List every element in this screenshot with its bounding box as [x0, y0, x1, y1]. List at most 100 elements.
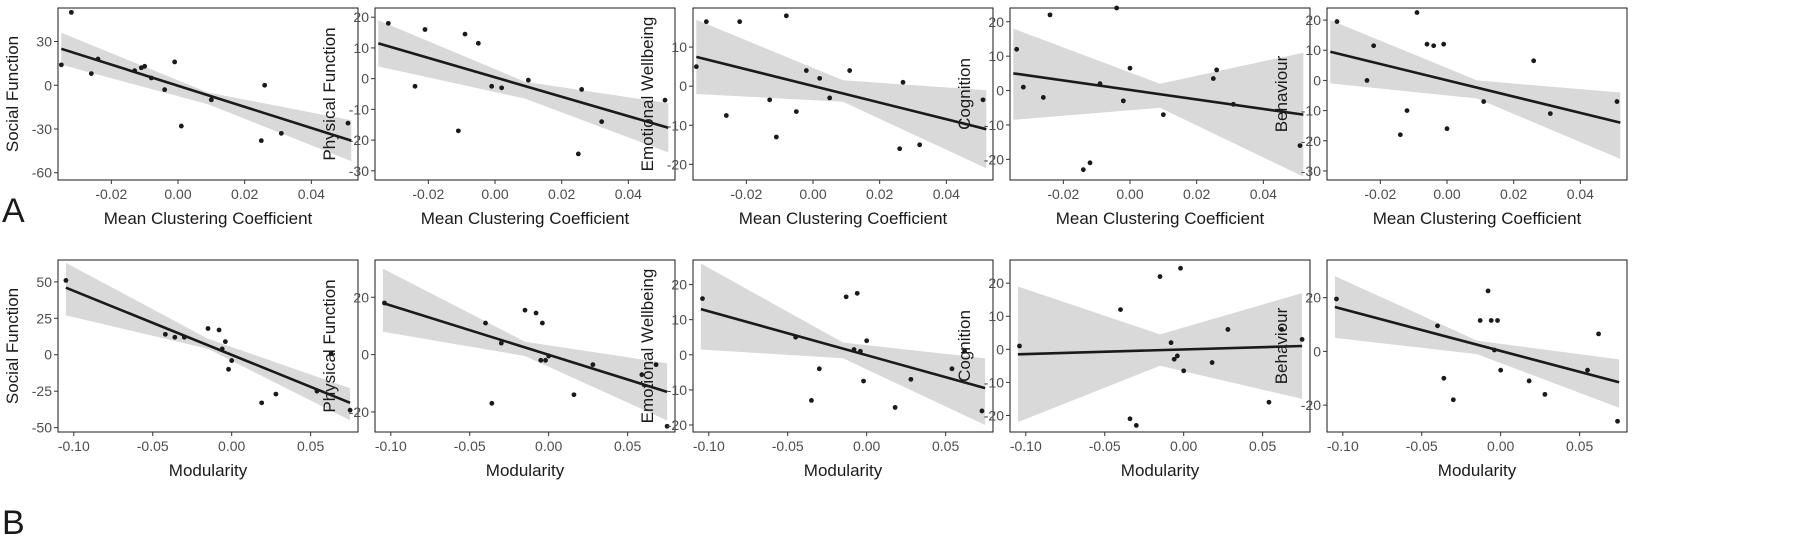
data-point	[599, 119, 605, 125]
plot-border	[57, 259, 359, 433]
data-point	[908, 376, 914, 382]
regression-line	[700, 307, 986, 390]
data-point	[489, 83, 495, 89]
data-point	[181, 334, 187, 340]
panel-label-a: A	[2, 192, 25, 230]
data-point	[827, 95, 833, 101]
y-tick-label: -20	[349, 132, 369, 148]
data-point	[737, 19, 743, 25]
data-point	[63, 278, 69, 283]
data-point	[1127, 416, 1133, 422]
data-point	[816, 366, 822, 372]
data-point	[1214, 67, 1220, 73]
y-tick-label: -20	[984, 151, 1004, 167]
data-point	[1614, 99, 1620, 104]
data-point	[1334, 19, 1340, 24]
x-tick-label: -0.10	[58, 438, 90, 454]
data-point	[700, 296, 705, 302]
data-point	[1174, 353, 1180, 359]
x-tick-label: -0.05	[772, 438, 804, 454]
data-point	[1087, 160, 1093, 166]
x-tick-label: 0.04	[933, 186, 960, 202]
data-point	[1133, 422, 1139, 428]
data-point	[1431, 43, 1437, 49]
data-point	[817, 75, 823, 81]
y-tick-label: 25	[36, 310, 52, 326]
x-tick-label: 0.04	[1567, 186, 1594, 202]
data-point	[1178, 265, 1183, 271]
y-tick-label: 10	[1305, 42, 1321, 58]
data-point	[662, 97, 668, 103]
data-point	[1364, 78, 1370, 83]
data-point	[1495, 318, 1500, 323]
data-point	[1531, 58, 1537, 64]
data-point	[259, 400, 265, 406]
data-point	[1299, 336, 1305, 342]
plot-border	[374, 7, 676, 181]
scatter-panel-2: -0.02 0.00 0.02 0.04 -30 -20 -10 0 10 20 Mean Clus…	[320, 7, 676, 228]
data-point	[857, 348, 863, 354]
y-tick-label: 0	[1313, 343, 1321, 359]
data-point	[172, 334, 178, 340]
x-tick-label: 0.02	[866, 186, 893, 202]
x-tick-label: 0.00	[853, 438, 880, 454]
confidence-band	[1017, 286, 1303, 423]
y-tick-label: -20	[667, 156, 687, 172]
data-point	[1209, 360, 1215, 365]
y-tick-label: 20	[353, 9, 369, 25]
data-point	[539, 320, 545, 326]
y-tick-label: -10	[349, 101, 369, 117]
data-point	[95, 56, 101, 62]
data-point	[498, 340, 504, 346]
x-axis-label: Modularity	[169, 461, 248, 480]
y-tick-label: -30	[32, 121, 52, 137]
scatter-panel-4: -0.02 0.00 0.02 0.04 -20 -10 0 10 20 Mean Cluster…	[955, 5, 1311, 228]
x-axis-label: Mean Clustering Coefficient	[1373, 209, 1582, 228]
data-point	[900, 79, 906, 85]
plot-border	[1009, 259, 1311, 433]
y-tick-label: 0	[679, 78, 687, 94]
data-point	[385, 20, 391, 26]
data-point	[475, 40, 481, 46]
y-axis-label: Physical Function	[320, 27, 339, 160]
data-point	[132, 68, 138, 74]
data-point	[525, 77, 531, 83]
plot-border	[1326, 259, 1628, 433]
x-axis-label: Mean Clustering Coefficient	[739, 209, 948, 228]
data-point	[68, 9, 74, 15]
confidence-band	[1013, 28, 1304, 177]
data-point	[1168, 340, 1174, 346]
data-point	[767, 97, 773, 103]
data-point	[723, 113, 729, 118]
x-axis-label: Modularity	[1438, 461, 1517, 480]
plot-border	[692, 7, 994, 181]
data-point	[1017, 343, 1022, 349]
confidence-band	[1330, 20, 1621, 159]
y-tick-label: 0	[361, 71, 369, 87]
data-point	[543, 357, 548, 363]
data-point	[1297, 143, 1303, 149]
y-tick-label: 0	[1313, 72, 1321, 88]
y-axis-label: Social Function	[3, 36, 22, 152]
y-tick-label: 10	[353, 40, 369, 56]
data-point	[1491, 347, 1497, 353]
data-point	[783, 13, 789, 19]
data-point	[693, 64, 699, 70]
data-point	[1596, 331, 1601, 337]
y-axis-label: Emotional Wellbeing	[638, 17, 657, 172]
data-point	[522, 307, 528, 313]
data-point	[1542, 391, 1548, 397]
x-tick-label: -0.02	[1047, 186, 1079, 202]
x-tick-label: 0.05	[932, 438, 959, 454]
data-point	[533, 310, 539, 316]
data-point	[1477, 318, 1483, 323]
y-tick-label: 30	[36, 34, 52, 50]
data-point	[793, 334, 799, 340]
regression-line	[696, 55, 987, 131]
data-point	[1585, 367, 1590, 373]
data-point	[1266, 399, 1272, 405]
data-point	[1230, 101, 1236, 107]
x-tick-label: -0.02	[730, 186, 762, 202]
data-point	[579, 86, 585, 92]
data-point	[703, 19, 709, 25]
